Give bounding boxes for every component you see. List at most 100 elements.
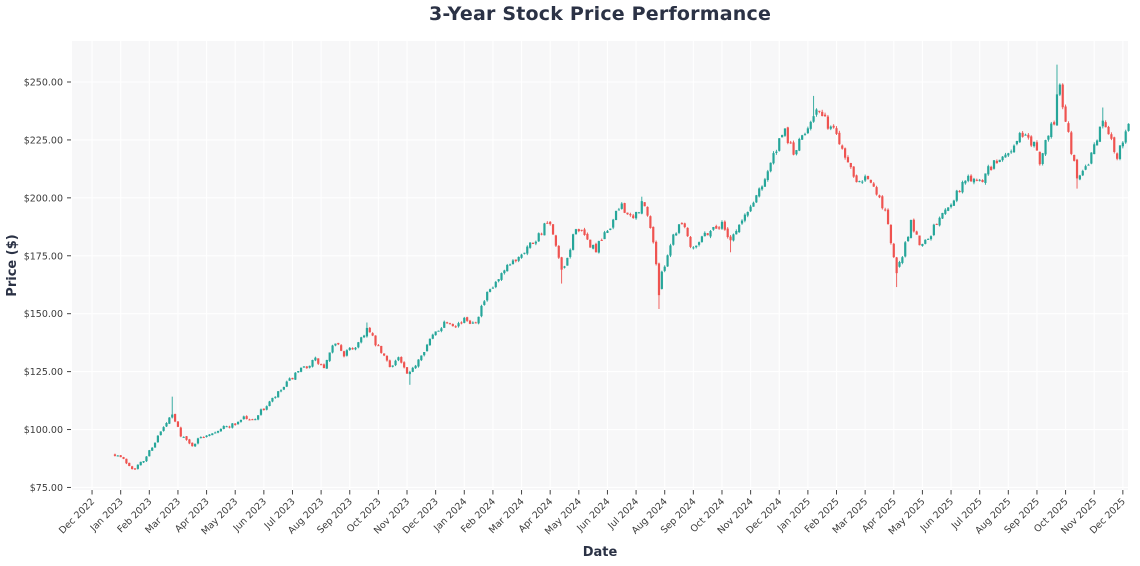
candle-body	[998, 159, 1001, 162]
candle-body	[145, 456, 148, 462]
candle-body	[695, 245, 698, 248]
candle-body	[1127, 123, 1130, 131]
candle-body	[720, 221, 724, 229]
candle-body	[660, 271, 663, 289]
candle-body	[531, 243, 535, 245]
candle-body	[652, 226, 655, 243]
candle-body	[425, 344, 429, 352]
candle-body	[1073, 154, 1076, 161]
candle-body	[302, 366, 306, 368]
candle-body	[597, 241, 600, 253]
candle-body	[173, 414, 177, 422]
candle-body	[829, 126, 832, 129]
candle-body	[371, 333, 374, 336]
candle-body	[586, 233, 589, 240]
candle-body	[546, 222, 549, 224]
candle-body	[1110, 134, 1113, 139]
candle-body	[428, 338, 432, 346]
candle-body	[1027, 134, 1030, 138]
candle-body	[1004, 154, 1007, 158]
candle-body	[1113, 137, 1116, 152]
candle-body	[617, 209, 620, 211]
candle-body	[540, 233, 543, 235]
candle-body	[580, 229, 583, 231]
candle-body	[434, 331, 437, 336]
candle-body	[1044, 140, 1047, 155]
candle-body	[159, 431, 162, 436]
candle-body	[1055, 94, 1059, 126]
candle-body	[445, 322, 449, 324]
y-tick-label: $75.00	[30, 483, 63, 494]
candle-body	[703, 232, 706, 237]
candle-body	[466, 317, 469, 321]
candle-body	[612, 219, 615, 228]
candle-body	[311, 359, 314, 367]
candle-body	[1067, 123, 1070, 132]
candle-body	[1032, 141, 1036, 147]
candle-body	[179, 427, 182, 437]
candle-body	[351, 348, 354, 350]
candle-body	[861, 181, 864, 183]
candle-body	[142, 461, 145, 463]
candle-body	[735, 230, 738, 235]
candle-body	[692, 247, 695, 249]
x-axis-title: Date	[583, 545, 618, 560]
candle-body	[938, 217, 941, 226]
candle-body	[921, 243, 924, 246]
candle-body	[772, 153, 775, 164]
candle-body	[271, 397, 274, 402]
candle-body	[325, 360, 328, 369]
candle-body	[806, 128, 809, 134]
candle-body	[385, 355, 389, 361]
candle-body	[898, 262, 901, 267]
candle-body	[374, 335, 377, 346]
candle-body	[1101, 120, 1104, 127]
candle-body	[534, 241, 537, 244]
candle-body	[165, 423, 168, 427]
candle-body	[222, 426, 225, 429]
candle-body	[789, 142, 792, 144]
candle-body	[672, 234, 675, 245]
gridlines	[72, 41, 1128, 490]
candle-body	[354, 347, 357, 350]
candle-body	[194, 443, 197, 447]
candle-body	[1007, 153, 1010, 156]
candle-body	[488, 289, 492, 292]
candle-body	[629, 214, 632, 216]
candle-body	[872, 183, 875, 187]
y-tick-label: $150.00	[24, 309, 63, 320]
candle-body	[589, 239, 592, 248]
candle-body	[941, 212, 944, 219]
candle-body	[858, 181, 861, 183]
candle-body	[471, 322, 474, 324]
candle-body	[463, 317, 466, 323]
candle-body	[291, 377, 294, 380]
candle-body	[1035, 142, 1039, 151]
y-tick-label: $250.00	[24, 78, 63, 89]
candle-body	[214, 432, 217, 434]
candle-body	[758, 188, 761, 197]
candle-body	[337, 342, 340, 345]
candle-body	[549, 221, 552, 225]
candle-body	[906, 237, 910, 242]
candle-body	[288, 378, 291, 381]
candle-body	[826, 116, 830, 129]
candle-body	[480, 305, 483, 317]
candle-body	[740, 220, 744, 224]
candle-body	[783, 128, 787, 136]
candle-body	[191, 442, 194, 447]
candle-body	[128, 462, 131, 467]
candle-body	[259, 409, 263, 415]
candle-body	[835, 128, 838, 134]
candle-body	[477, 316, 480, 324]
candle-body	[1104, 122, 1107, 128]
candle-body	[755, 195, 758, 203]
candle-body	[1038, 151, 1041, 165]
candle-body	[1090, 152, 1093, 164]
candle-body	[844, 148, 847, 158]
candle-body	[838, 132, 841, 145]
candle-body	[1070, 132, 1073, 154]
candle-body	[1093, 144, 1096, 155]
candle-body	[823, 114, 827, 117]
candle-body	[803, 133, 807, 135]
